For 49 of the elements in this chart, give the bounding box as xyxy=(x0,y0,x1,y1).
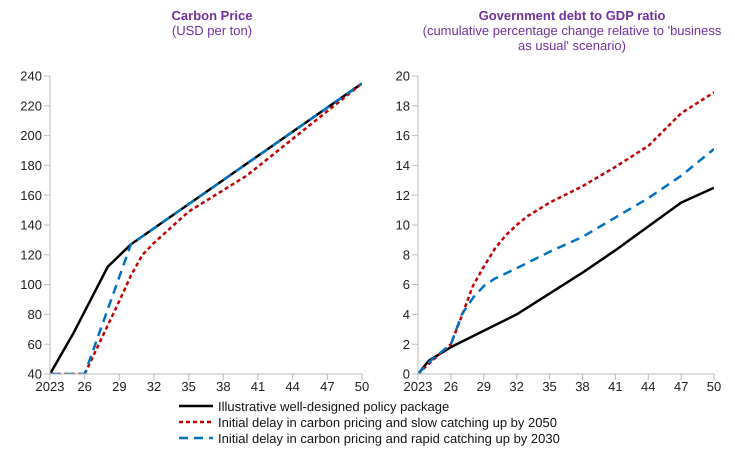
chart-subtitle: (cumulative percentage change relative to 'business as usual' scenario) xyxy=(422,23,722,53)
y-tick-label: 8 xyxy=(402,247,410,262)
y-tick-label: 160 xyxy=(20,188,42,203)
y-tick-label: 220 xyxy=(20,98,42,114)
y-tick-label: 18 xyxy=(396,98,410,114)
y-tick-label: 180 xyxy=(20,158,42,174)
y-tick-label: 100 xyxy=(20,277,42,292)
x-tick-label: 32 xyxy=(146,379,162,394)
x-tick-label: 50 xyxy=(706,379,722,394)
x-tick-label: 38 xyxy=(575,379,590,394)
y-tick-label: 140 xyxy=(20,218,42,233)
x-tick-label: 44 xyxy=(640,379,656,394)
x-tick-label: 32 xyxy=(509,379,524,394)
y-tick-label: 12 xyxy=(396,188,410,203)
x-tick-label: 29 xyxy=(112,379,127,394)
legend-label: Initial delay in carbon pricing and slow catching up by 2050 xyxy=(218,414,557,430)
y-tick-label: 2 xyxy=(402,336,410,352)
x-tick-label: 41 xyxy=(608,379,623,394)
y-tick-label: 20 xyxy=(396,68,410,84)
x-tick-label: 35 xyxy=(542,379,557,394)
y-tick-label: 120 xyxy=(20,247,42,262)
y-tick-label: 80 xyxy=(28,307,42,322)
x-tick-label: 41 xyxy=(250,379,266,394)
y-tick-label: 4 xyxy=(402,307,410,322)
legend-label: Illustrative well-designed policy package xyxy=(218,398,450,414)
y-tick-label: 40 xyxy=(28,366,42,382)
legend-label: Initial delay in carbon pricing and rapid catching up by 2030 xyxy=(218,430,560,446)
x-tick-label: 50 xyxy=(354,379,370,394)
y-tick-label: 16 xyxy=(396,128,410,144)
chart-subtitle: (USD per ton) xyxy=(170,23,254,38)
x-tick-label: 26 xyxy=(77,379,92,394)
chart-title: Government debt to GDP ratio xyxy=(478,8,666,23)
x-tick-label: 38 xyxy=(216,379,231,394)
x-tick-label: 44 xyxy=(285,379,300,394)
x-tick-label: 47 xyxy=(674,379,688,394)
y-tick-label: 60 xyxy=(28,336,42,352)
y-tick-label: 200 xyxy=(20,128,42,144)
x-tick-label: 35 xyxy=(181,379,196,394)
y-tick-label: 14 xyxy=(396,158,410,174)
y-tick-label: 10 xyxy=(396,218,410,233)
y-tick-label: 6 xyxy=(402,277,410,292)
x-tick-label: 47 xyxy=(320,379,335,394)
chart-title: Carbon Price xyxy=(170,8,254,23)
y-tick-label: 240 xyxy=(20,68,42,84)
x-tick-label: 29 xyxy=(476,379,492,394)
x-tick-label: 2023 xyxy=(36,379,64,394)
x-tick-label: 2023 xyxy=(404,379,432,394)
y-tick-label: 0 xyxy=(402,366,410,382)
x-tick-label: 26 xyxy=(444,379,458,394)
